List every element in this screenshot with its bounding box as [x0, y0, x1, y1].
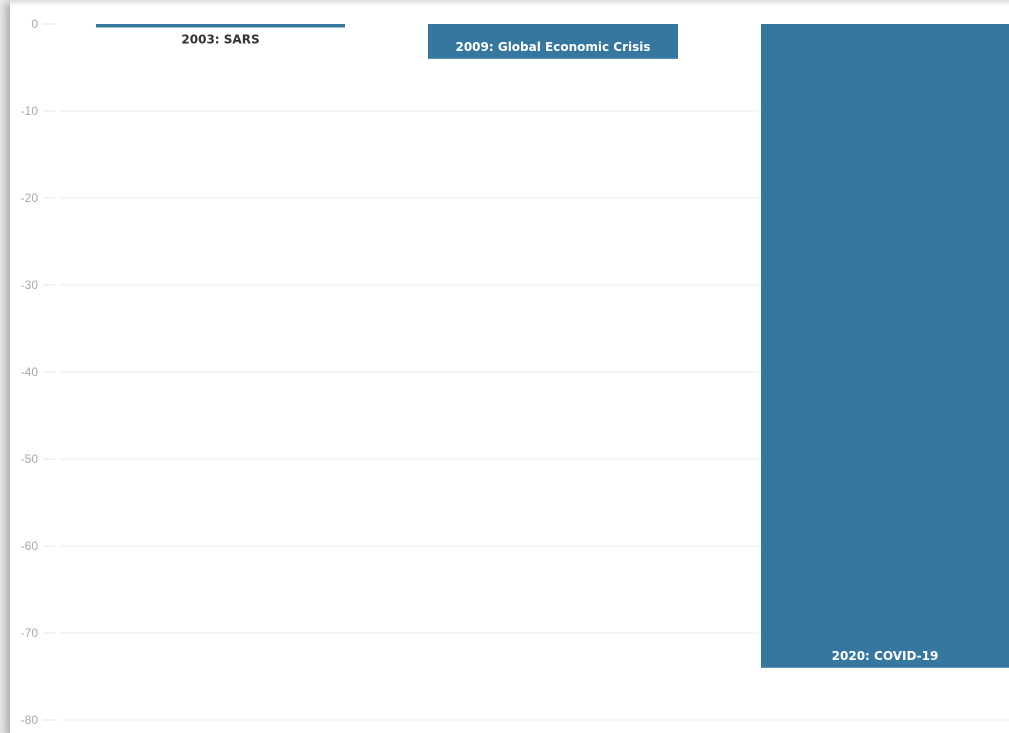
bar: [428, 24, 678, 59]
y-tick-label: -10: [21, 104, 39, 118]
y-tick-label: 0: [31, 17, 38, 31]
bar-label: 2020: COVID-19: [832, 649, 939, 663]
y-tick-label: -50: [21, 452, 39, 466]
y-tick-label: -40: [21, 365, 39, 379]
y-tick-label: -30: [21, 278, 39, 292]
y-tick-label: -60: [21, 539, 39, 553]
bar: [96, 24, 345, 28]
y-tick-label: -20: [21, 191, 39, 205]
y-tick-label: -80: [21, 713, 39, 727]
bar-label: 2003: SARS: [181, 32, 259, 46]
bar: [761, 24, 1009, 668]
bar-label: 2009: Global Economic Crisis: [455, 40, 650, 54]
y-tick-label: -70: [21, 626, 39, 640]
